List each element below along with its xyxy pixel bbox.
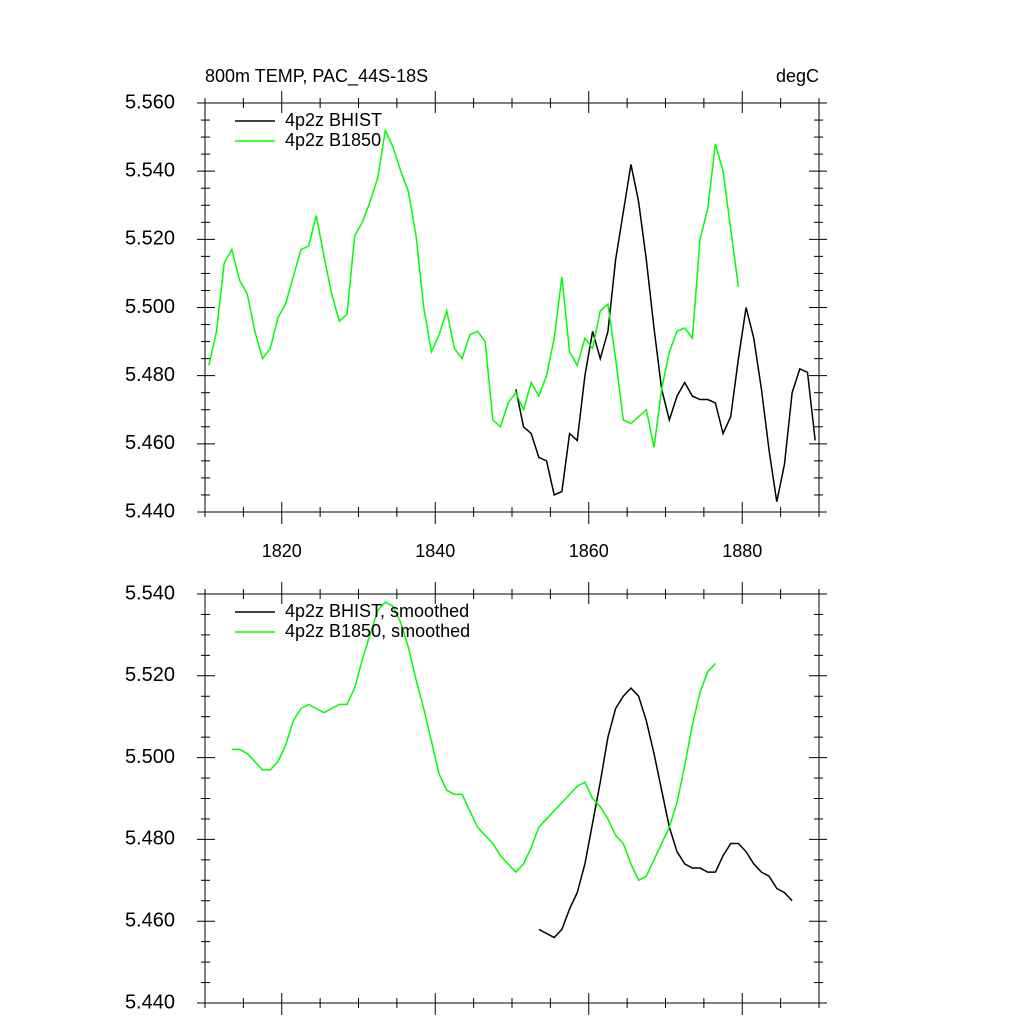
units-label: degC — [776, 66, 819, 86]
y-tick-label: 5.480 — [125, 828, 175, 850]
legend-label: 4p2z B1850, smoothed — [285, 621, 470, 641]
y-tick-label: 5.520 — [125, 664, 175, 686]
x-tick-label: 1880 — [722, 541, 762, 561]
y-tick-label: 5.460 — [125, 909, 175, 931]
legend-label: 4p2z BHIST — [285, 110, 382, 130]
y-tick-label: 5.480 — [125, 364, 175, 386]
legend-label: 4p2z B1850 — [285, 130, 381, 150]
y-tick-label: 5.440 — [125, 500, 175, 522]
series-line — [208, 127, 740, 448]
y-tick-label: 5.500 — [125, 296, 175, 318]
plot-frame — [204, 593, 820, 1004]
plot-frame — [204, 102, 820, 513]
x-tick-label: 1860 — [569, 541, 609, 561]
chart-title: 800m TEMP, PAC_44S-18S — [205, 66, 428, 87]
series-line — [538, 686, 793, 939]
legend-label: 4p2z BHIST, smoothed — [285, 601, 469, 621]
y-tick-label: 5.540 — [125, 159, 175, 181]
x-tick-label: 1840 — [415, 541, 455, 561]
y-tick-label: 5.460 — [125, 432, 175, 454]
x-tick-label: 1820 — [262, 541, 302, 561]
y-tick-label: 5.500 — [125, 746, 175, 768]
y-tick-label: 5.520 — [125, 228, 175, 250]
y-tick-label: 5.440 — [125, 991, 175, 1013]
series-line — [515, 164, 816, 502]
y-tick-label: 5.540 — [125, 582, 175, 604]
y-tick-label: 5.560 — [125, 91, 175, 113]
series-line — [231, 601, 716, 882]
